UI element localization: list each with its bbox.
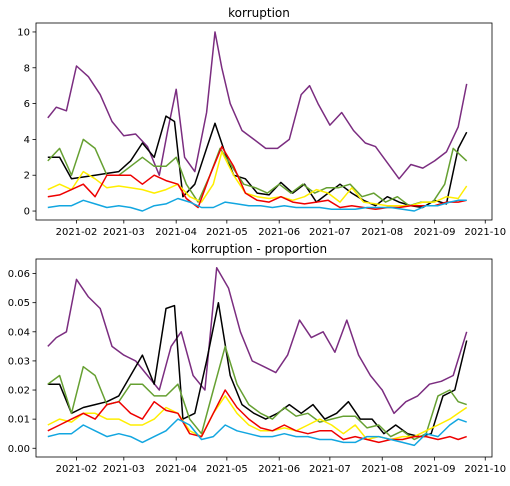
y-tick-label: 0.00 bbox=[8, 444, 30, 455]
x-tick-label: 2021-05 bbox=[206, 464, 248, 475]
series-line-5 bbox=[47, 389, 467, 444]
x-tick-label: 2021-03 bbox=[103, 464, 145, 475]
chart-korruption-proportion: korruption - proportion 0.00 0.01 0.02 0.03… bbox=[8, 242, 506, 475]
series-line-6 bbox=[47, 197, 467, 212]
y-tick-label: 10 bbox=[17, 27, 30, 38]
x-tick-label: 2021-05 bbox=[206, 227, 248, 238]
y-tick-label: 0.02 bbox=[8, 386, 30, 397]
x-tick-label: 2021-02 bbox=[56, 227, 98, 238]
y-tick-label: 0.03 bbox=[8, 356, 30, 367]
y-tick-label: 8 bbox=[24, 63, 30, 74]
series-line-2 bbox=[47, 115, 468, 209]
y-tick-label: 0 bbox=[24, 207, 30, 218]
series-line-2 bbox=[47, 301, 468, 438]
series-line-5 bbox=[47, 145, 467, 211]
chart-title: korruption bbox=[228, 6, 290, 20]
y-tick-label: 4 bbox=[24, 135, 30, 146]
y-tick-label: 0.06 bbox=[8, 269, 30, 280]
series-line-1 bbox=[47, 266, 468, 415]
x-tick-label: 2021-09 bbox=[414, 464, 456, 475]
series-line-4 bbox=[47, 151, 468, 207]
plot-frame bbox=[35, 258, 493, 458]
x-tick-label: 2021-07 bbox=[309, 227, 351, 238]
x-tick-label: 2021-08 bbox=[361, 227, 403, 238]
chart-title: korruption - proportion bbox=[191, 242, 327, 256]
x-tick-label: 2021-06 bbox=[258, 464, 300, 475]
series-line-6 bbox=[47, 418, 467, 447]
series-line-1 bbox=[47, 31, 468, 180]
chart-korruption: korruption 0 2 4 6 8 10 2021-02 2021-03 2021-04 2… bbox=[17, 6, 506, 238]
x-tick-label: 2021-03 bbox=[103, 227, 145, 238]
x-tick-label: 2021-04 bbox=[155, 464, 197, 475]
y-tick-label: 0.04 bbox=[8, 327, 30, 338]
x-tick-label: 2021-06 bbox=[258, 227, 300, 238]
x-tick-label: 2021-08 bbox=[361, 464, 403, 475]
y-tick-label: 0.01 bbox=[8, 415, 30, 426]
series-line-4 bbox=[47, 395, 468, 441]
plot-frame bbox=[35, 22, 493, 221]
x-tick-label: 2021-10 bbox=[464, 227, 506, 238]
y-tick-label: 0.05 bbox=[8, 298, 30, 309]
y-tick-label: 6 bbox=[24, 99, 30, 110]
x-tick-label: 2021-02 bbox=[56, 464, 98, 475]
x-tick-label: 2021-07 bbox=[309, 464, 351, 475]
x-tick-label: 2021-09 bbox=[414, 227, 456, 238]
y-tick-label: 2 bbox=[24, 171, 30, 182]
x-tick-label: 2021-04 bbox=[155, 227, 197, 238]
x-tick-label: 2021-10 bbox=[464, 464, 506, 475]
